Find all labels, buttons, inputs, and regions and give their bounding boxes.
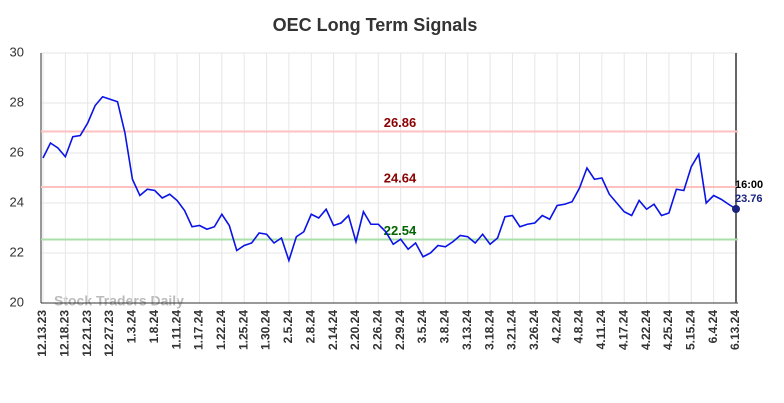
x-tick-label: 3.26.24 bbox=[527, 310, 541, 350]
x-tick-label: 1.22.24 bbox=[214, 310, 228, 350]
x-tick-label: 6.13.24 bbox=[728, 310, 742, 350]
x-tick-label: 5.15.24 bbox=[683, 310, 697, 350]
signal-label: 26.86 bbox=[384, 115, 417, 130]
x-tick-label: 2.26.24 bbox=[370, 310, 384, 350]
y-tick-label: 28 bbox=[10, 94, 24, 109]
signal-label: 24.64 bbox=[384, 170, 417, 185]
x-tick-label: 12.21.23 bbox=[80, 310, 94, 357]
x-tick-label: 1.25.24 bbox=[236, 310, 250, 350]
x-tick-label: 6.4.24 bbox=[706, 310, 720, 344]
x-tick-label: 12.18.23 bbox=[58, 310, 72, 357]
signal-label: 22.54 bbox=[384, 223, 417, 238]
last-value: 23.76 bbox=[735, 193, 763, 205]
x-tick-label: 4.8.24 bbox=[572, 310, 586, 344]
x-tick-label: 2.20.24 bbox=[348, 310, 362, 350]
x-tick-label: 1.17.24 bbox=[192, 310, 206, 350]
x-tick-label: 4.2.24 bbox=[549, 310, 563, 344]
y-tick-label: 20 bbox=[10, 294, 24, 309]
y-tick-label: 30 bbox=[10, 44, 24, 59]
last-time: 16:00 bbox=[735, 179, 763, 191]
x-tick-label: 1.8.24 bbox=[147, 310, 161, 344]
x-tick-label: 3.8.24 bbox=[438, 310, 452, 344]
price-line bbox=[42, 95, 737, 264]
x-tick-label: 1.11.24 bbox=[169, 310, 183, 350]
y-tick-label: 24 bbox=[10, 194, 24, 209]
x-tick-label: 4.17.24 bbox=[616, 310, 630, 350]
x-tick-label: 4.22.24 bbox=[639, 310, 653, 350]
x-tick-label: 1.3.24 bbox=[125, 310, 139, 344]
x-tick-label: 3.18.24 bbox=[482, 310, 496, 350]
chart-title: OEC Long Term Signals bbox=[273, 15, 478, 35]
x-tick-label: 4.11.24 bbox=[594, 310, 608, 350]
x-tick-label: 3.13.24 bbox=[460, 310, 474, 350]
x-tick-label: 2.29.24 bbox=[393, 310, 407, 350]
x-tick-label: 4.25.24 bbox=[661, 310, 675, 350]
x-tick-label: 1.30.24 bbox=[259, 310, 273, 350]
watermark: Stock Traders Daily bbox=[54, 293, 184, 309]
y-tick-label: 26 bbox=[10, 144, 24, 159]
last-point bbox=[732, 205, 740, 213]
x-tick-label: 2.14.24 bbox=[326, 310, 340, 350]
x-tick-label: 2.5.24 bbox=[281, 310, 295, 344]
x-tick-label: 12.13.23 bbox=[35, 310, 49, 357]
y-tick-label: 22 bbox=[10, 244, 24, 259]
x-tick-label: 3.21.24 bbox=[505, 310, 519, 350]
x-tick-label: 2.8.24 bbox=[303, 310, 317, 344]
x-tick-label: 12.27.23 bbox=[102, 310, 116, 357]
x-tick-label: 3.5.24 bbox=[415, 310, 429, 344]
